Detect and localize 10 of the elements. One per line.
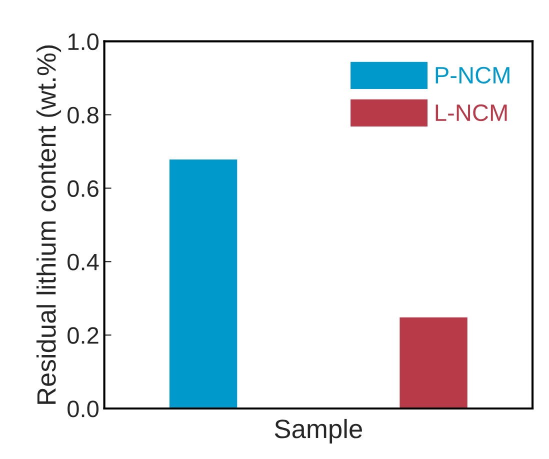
y-tick-label: 0.0 [68,400,99,418]
legend-label: L-NCM [436,104,507,122]
y-tick-label: 0.2 [68,327,98,344]
y-axis-title: Residual lithium content (wt.%) [36,45,62,404]
y-tick-label: 1.0 [68,33,99,50]
y-tick-label: 0.8 [68,106,98,124]
legend-label: P-NCM [436,66,510,84]
x-axis-title: Sample [274,418,362,444]
y-tick-label: 0.6 [68,180,98,197]
y-tick-label: 0.4 [68,254,99,270]
